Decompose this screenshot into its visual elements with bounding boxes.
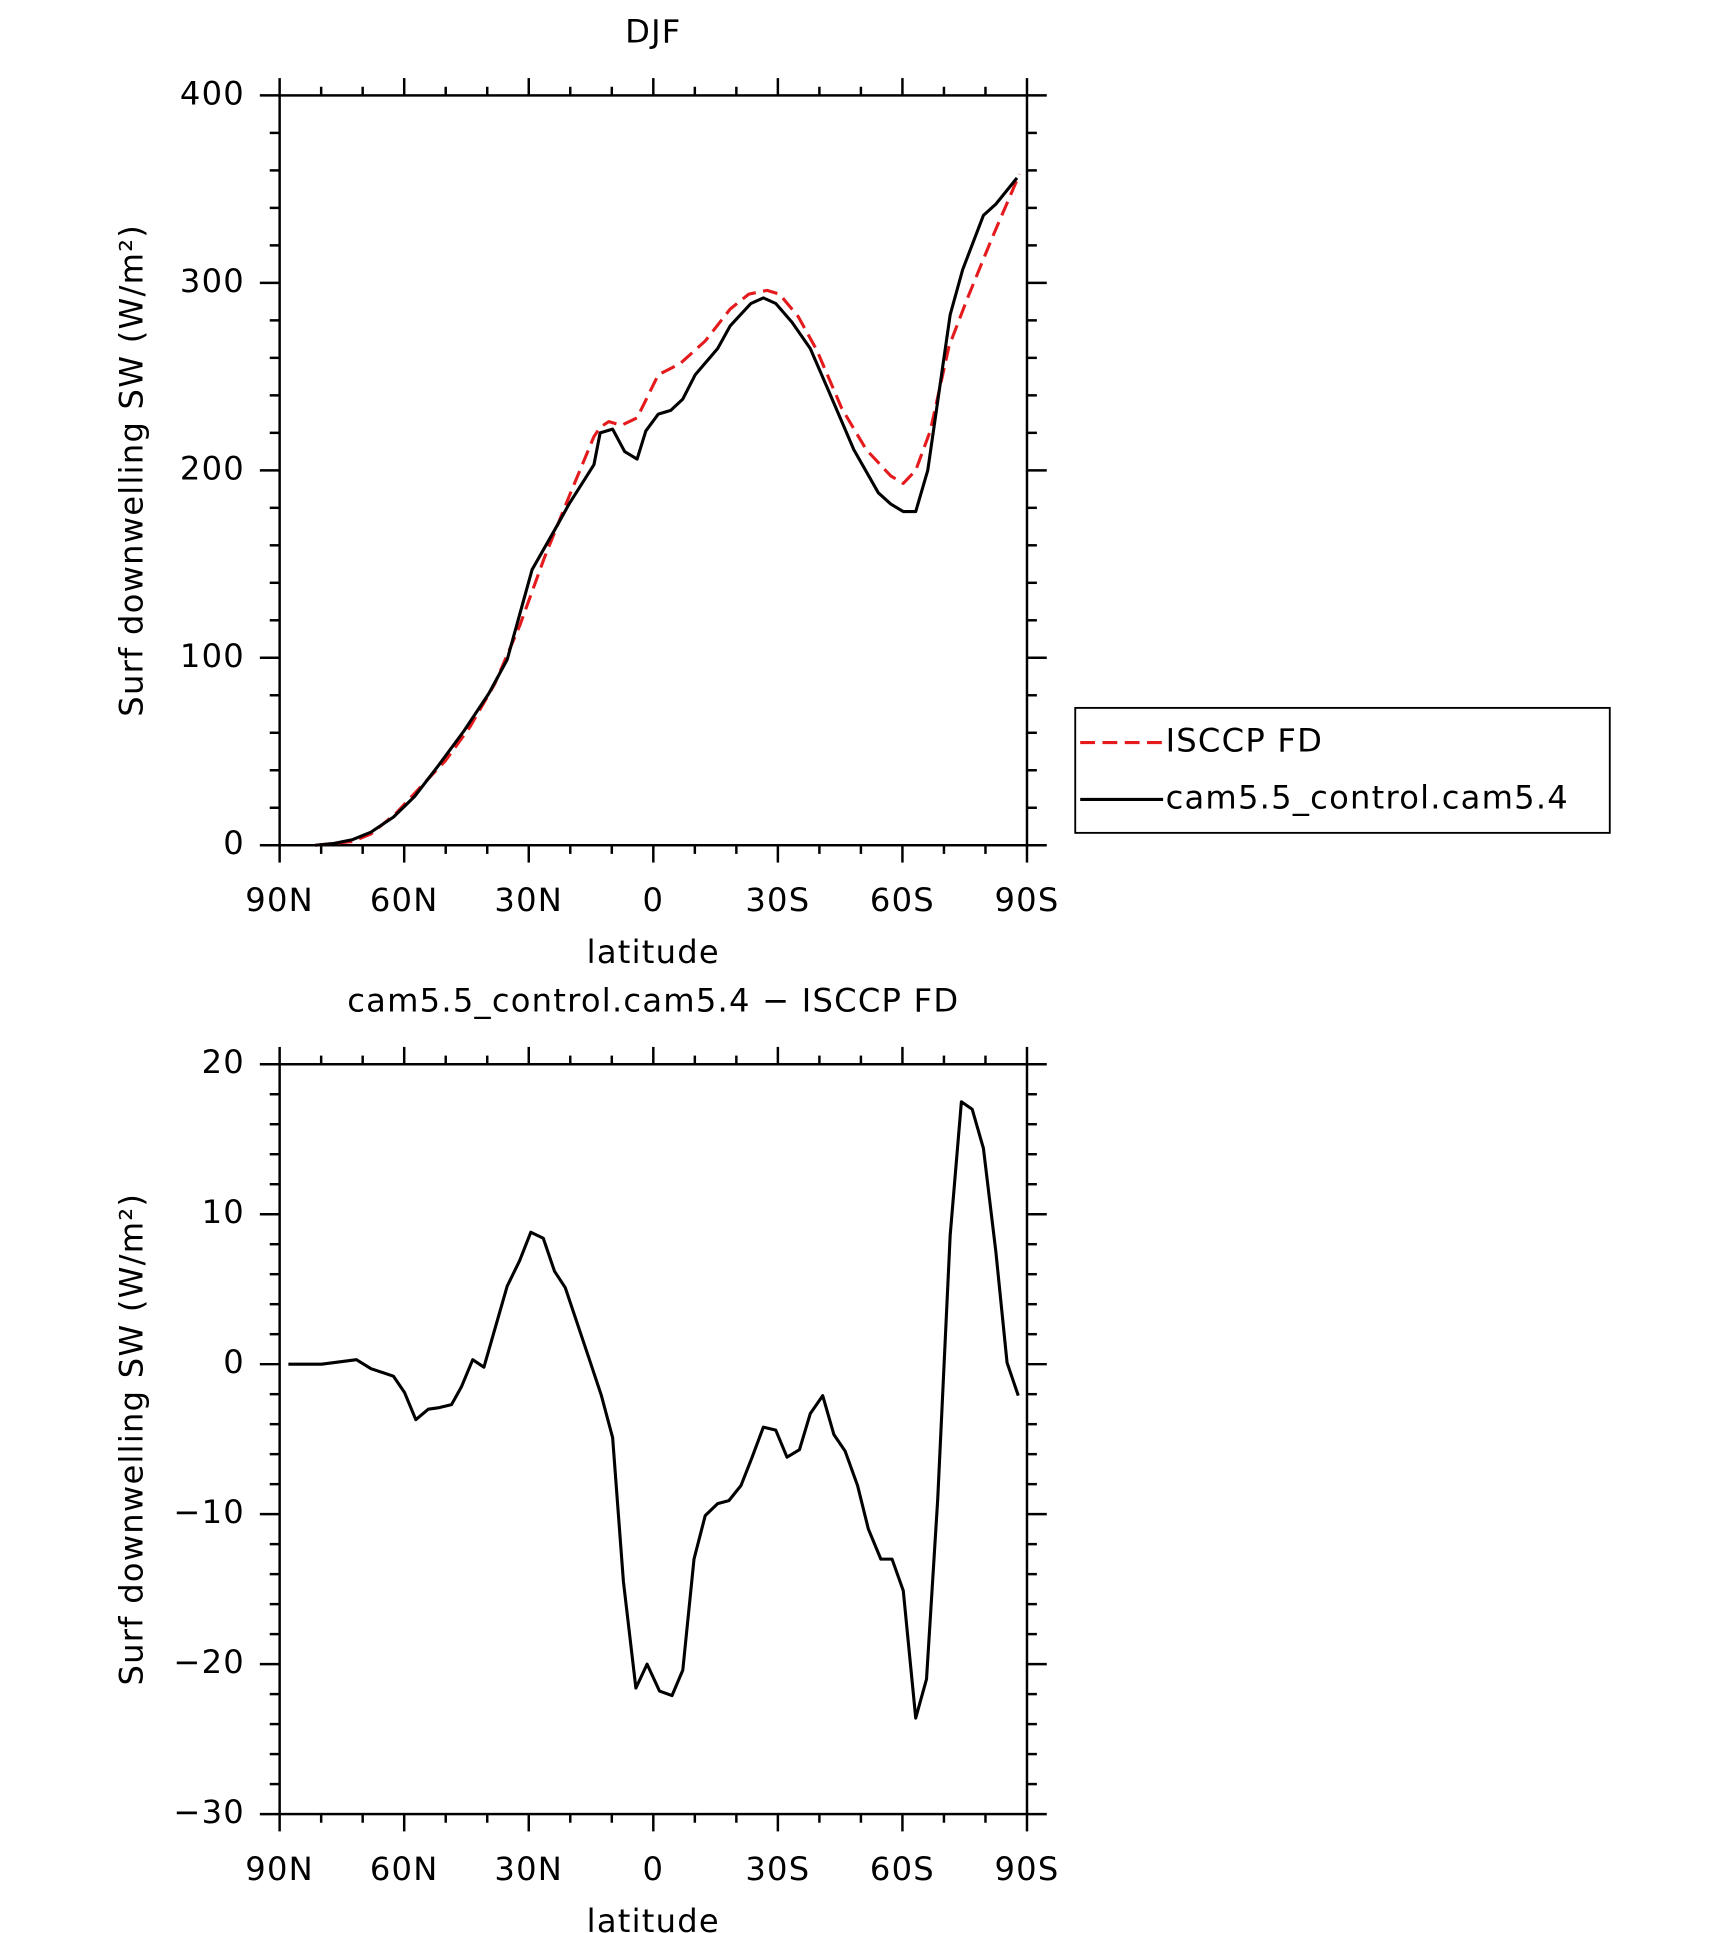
x-tick-label: 90N [245,1850,314,1888]
data-line [288,1100,1020,1720]
y-tick-label: 400 [180,74,245,112]
x-tick-label: 60N [370,1850,439,1888]
x-tick-label: 30N [494,881,563,919]
x-axis-label: latitude [587,1902,720,1933]
x-tick-label: 30N [494,1850,563,1888]
chart-title: cam5.5_control.cam5.4 − ISCCP FD [347,981,959,1019]
y-tick-label: 100 [180,637,245,675]
y-tick-label: −20 [173,1643,245,1681]
y-tick-label: 0 [223,1343,245,1381]
y-tick-label: 0 [223,824,245,862]
x-tick-label: 30S [745,881,810,919]
x-tick-label: 0 [642,881,664,919]
y-tick-label: 20 [202,1043,245,1081]
legend-label: cam5.5_control.cam5.4 [1166,778,1569,816]
data-line [315,176,1019,847]
y-tick-label: −30 [173,1793,245,1831]
x-tick-label: 90S [994,881,1059,919]
y-tick-label: 300 [180,262,245,300]
x-tick-label: 90N [245,881,314,919]
y-tick-label: −10 [173,1493,245,1531]
plot-frame [278,94,1029,847]
legend-label: ISCCP FD [1166,722,1324,760]
x-tick-label: 0 [642,1850,664,1888]
y-tick-label: 200 [180,449,245,487]
x-tick-label: 30S [745,1850,810,1888]
y-axis-label: Surf downwelling SW (W/m²) [113,1193,151,1686]
y-axis-label: Surf downwelling SW (W/m²) [113,224,151,717]
x-tick-label: 60S [870,881,935,919]
x-tick-label: 60S [870,1850,935,1888]
data-line [315,173,1021,847]
y-tick-label: 10 [202,1193,245,1231]
legend-box [1074,706,1611,834]
chart-title: DJF [625,13,681,51]
x-tick-label: 60N [370,881,439,919]
x-tick-label: 90S [994,1850,1059,1888]
x-axis-label: latitude [587,933,720,971]
